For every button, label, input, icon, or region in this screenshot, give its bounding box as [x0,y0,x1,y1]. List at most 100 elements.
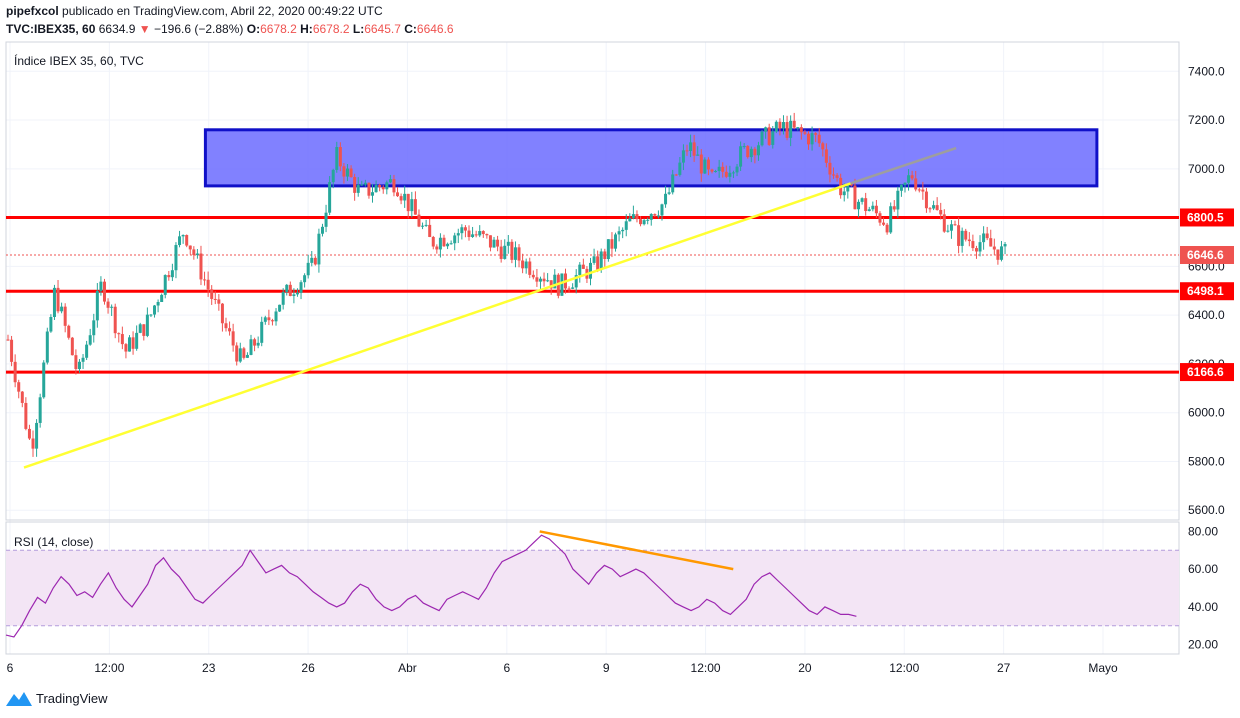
candle-body [160,294,164,303]
candle-body [771,131,775,145]
candle-body [599,251,603,270]
candle-body [270,320,274,322]
candle-body [295,292,299,295]
price-tick-label: 7400.0 [1188,64,1225,78]
candle-body [756,145,760,156]
candle-body [67,325,71,338]
candle-body [649,214,653,220]
candle-body [6,339,10,341]
candle-body [781,122,785,129]
candle-body [438,237,442,250]
candle-body [849,183,853,186]
candle-body [256,342,260,346]
candle-body [70,337,74,356]
candle-body [899,184,903,191]
price-pane-border [5,41,1180,521]
candle-body [149,314,153,316]
resistance-zone-rect [203,128,1099,188]
candle-body [714,171,718,173]
candle-body [910,175,914,179]
candle-body [760,131,764,146]
candle-body [892,206,896,210]
candle-body [914,178,918,190]
candle-body [749,148,753,158]
candle-body [474,234,478,236]
candle-body [95,290,99,321]
down-arrow-icon: ▼ [138,22,151,36]
candle-body [81,357,85,362]
candle-body [567,288,571,290]
candle-body [896,190,900,210]
candle-body [874,205,878,214]
low-value: 6645.7 [364,22,401,36]
candle-body [982,233,986,243]
candle-body [471,234,475,237]
candle-body [917,189,921,191]
candle-body [478,231,482,236]
price-tick-label: 6000.0 [1188,406,1225,420]
candle-body [538,278,542,282]
candle-body [964,230,968,240]
candle-body [1003,244,1007,247]
trendlines[interactable] [23,146,957,469]
candle-body [263,317,267,322]
resistance-zone[interactable] [203,128,1099,188]
candle-body [292,294,296,296]
candle-body [971,241,975,249]
candle-body [817,134,821,144]
candle-body [631,214,635,219]
candle-body [664,193,668,205]
candle-body [56,287,60,312]
candle-body [524,261,528,269]
candle-body [260,321,264,343]
candle-body [742,146,746,148]
candle-body [199,253,203,280]
rsi-axis[interactable]: 20.00 40.00 60.00 80.00 [1188,524,1218,651]
horizontal-levels[interactable] [6,215,1179,374]
candle-body [692,142,696,156]
candle-body [85,344,89,358]
time-tick-label: 12:00 [94,661,124,675]
candle-body [703,159,707,174]
candle-body [889,206,893,233]
candle-body [349,168,353,178]
candle-body [635,214,639,220]
price-tick-label: 5600.0 [1188,503,1225,517]
candle-body [328,182,332,213]
high-value: 6678.2 [312,22,350,36]
candle-body [606,239,610,260]
candle-body [421,225,425,227]
candle-body [528,261,532,275]
candle-body [660,204,664,216]
candle-body [717,166,721,172]
publish-info: pipefxcol publicado en TradingView.com, … [6,4,383,18]
candle-body [699,154,703,174]
candle-body [864,198,868,212]
candle-body [99,281,103,291]
candle-body [228,328,232,332]
candle-body [288,284,292,296]
candle-body [249,339,253,355]
price-tick-label: 5800.0 [1188,454,1225,468]
candle-body [156,302,160,306]
candle-body [596,256,600,270]
candle-body [206,279,210,290]
candle-body [639,219,643,225]
candle-body [957,225,961,246]
candle-body [928,208,932,210]
rsi-tick-label: 60.00 [1188,562,1218,576]
candle-body [102,281,106,302]
candle-body [331,169,335,183]
candle-body [706,159,710,170]
last-price-label: 6646.6 [1187,248,1224,262]
candle-body [388,179,392,183]
time-axis[interactable]: 6 12:00 23 26 Abr 6 9 12:00 20 12:00 27 Mayo [7,661,1118,675]
candle-body [417,214,421,227]
candle-body [113,306,117,334]
candle-body [746,146,750,158]
candle-body [167,275,171,278]
tradingview-footer[interactable]: TradingView [6,690,108,706]
candle-body [485,234,489,236]
candle-body [792,120,796,128]
